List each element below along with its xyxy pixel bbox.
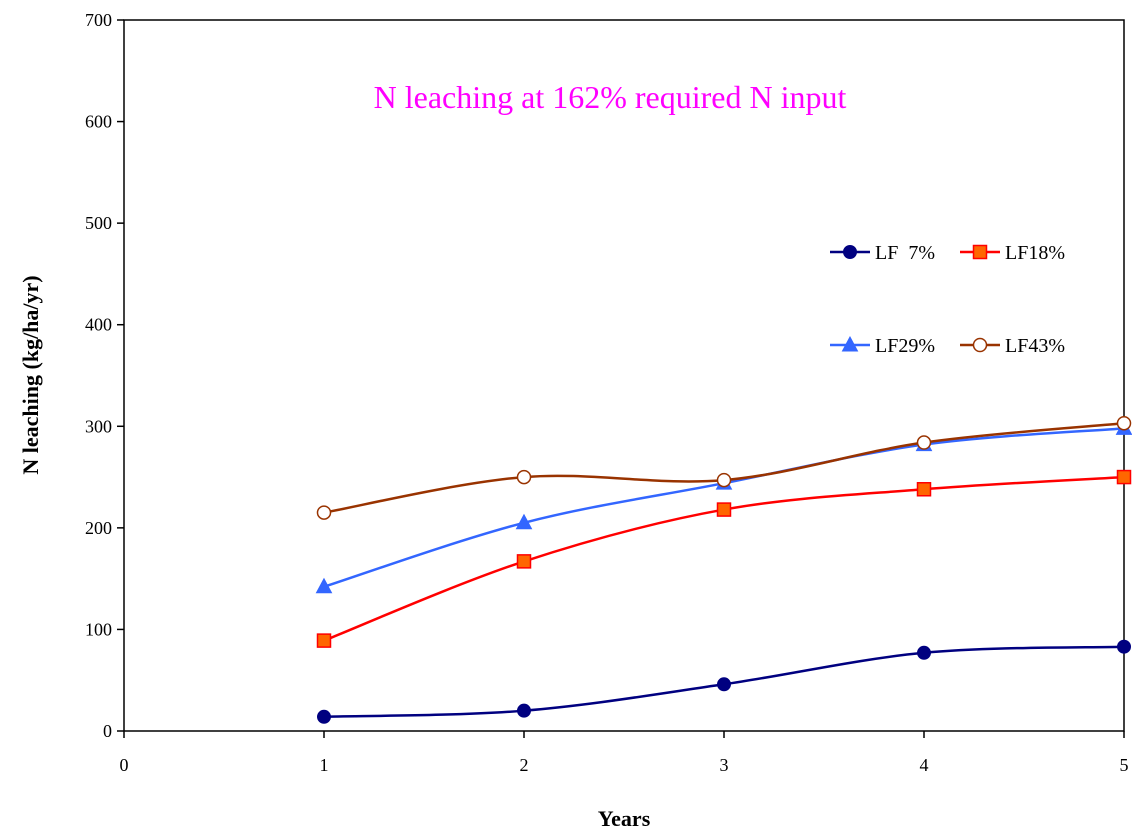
x-axis-title: Years xyxy=(598,806,651,831)
chart-title: N leaching at 162% required N input xyxy=(374,79,847,115)
data-point xyxy=(717,677,731,692)
legend-label: LF43% xyxy=(1005,335,1065,357)
data-point xyxy=(516,554,532,569)
data-point xyxy=(916,482,932,497)
data-point xyxy=(716,472,732,488)
data-point xyxy=(317,709,331,724)
data-point xyxy=(517,703,531,718)
data-point xyxy=(916,435,932,450)
legend-marker xyxy=(972,244,988,260)
legend-marker xyxy=(843,245,857,259)
legend-item-2: LF18% xyxy=(960,242,1065,264)
data-point xyxy=(315,577,333,594)
y-tick-label: 200 xyxy=(85,518,112,538)
legend-item-1: LF 7% xyxy=(830,242,935,264)
y-tick-label: 400 xyxy=(85,315,112,335)
series-1 xyxy=(317,639,1131,724)
y-axis: 0 100 200 300 400 500 600 700 xyxy=(85,10,124,741)
series-4 xyxy=(316,415,1132,520)
x-tick-label: 5 xyxy=(1120,755,1129,775)
data-point xyxy=(316,505,332,520)
legend-item-3: LF29% xyxy=(830,335,935,357)
data-point xyxy=(316,633,332,648)
legend-marker xyxy=(972,337,988,353)
series-2 xyxy=(316,469,1132,648)
data-point xyxy=(1117,639,1131,654)
data-point xyxy=(515,513,533,530)
y-tick-label: 300 xyxy=(85,416,112,436)
y-tick-label: 700 xyxy=(85,10,112,30)
x-axis: 0 1 2 3 4 5 xyxy=(120,731,1129,775)
y-tick-label: 100 xyxy=(85,619,112,639)
legend-label: LF29% xyxy=(875,335,935,357)
x-tick-label: 4 xyxy=(920,755,929,775)
legend-label: LF 7% xyxy=(875,242,935,264)
y-tick-label: 600 xyxy=(85,112,112,132)
data-point xyxy=(716,502,732,517)
series-layer xyxy=(315,415,1132,724)
legend-label: LF18% xyxy=(1005,242,1065,264)
y-tick-label: 0 xyxy=(103,721,112,741)
data-point xyxy=(1116,469,1132,485)
legend-marker xyxy=(841,335,859,352)
y-axis-title: N leaching (kg/ha/yr) xyxy=(18,275,43,474)
data-point xyxy=(917,645,931,660)
legend-item-4: LF43% xyxy=(960,335,1065,357)
y-tick-label: 500 xyxy=(85,213,112,233)
data-point xyxy=(516,469,532,485)
data-point xyxy=(1116,415,1132,431)
x-tick-label: 3 xyxy=(720,755,729,775)
plot-area xyxy=(123,19,1125,732)
x-tick-label: 0 xyxy=(120,755,129,775)
legend: LF 7% LF18% LF29% LF43% xyxy=(830,242,1065,357)
x-tick-label: 2 xyxy=(520,755,529,775)
x-tick-label: 1 xyxy=(320,755,329,775)
